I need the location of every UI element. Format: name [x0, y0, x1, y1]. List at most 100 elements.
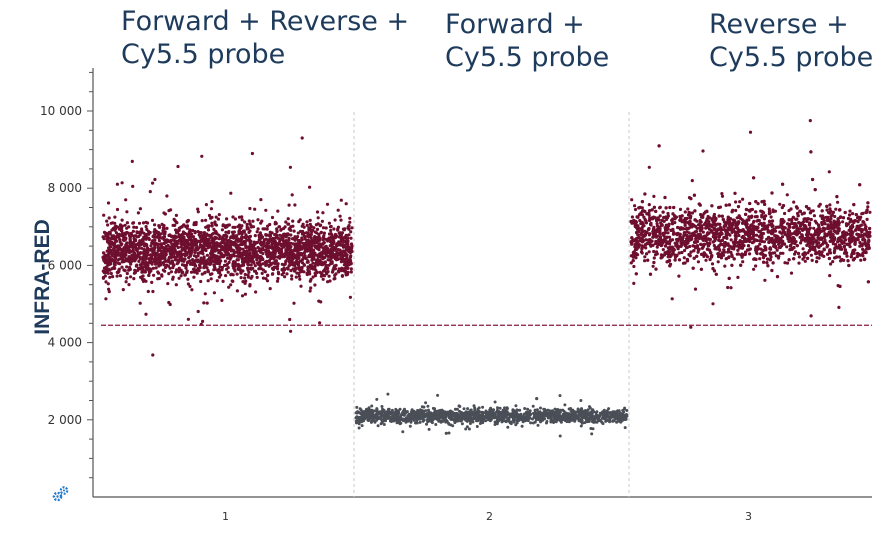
droplet-point — [147, 268, 151, 272]
series-3-droplets — [629, 119, 872, 329]
droplet-point — [276, 276, 280, 281]
droplet-point — [415, 411, 419, 415]
droplet-point — [167, 256, 171, 260]
droplet-point — [280, 237, 284, 242]
droplet-point — [113, 215, 117, 219]
droplet-point — [475, 425, 479, 428]
droplet-point — [357, 422, 361, 426]
droplet-point — [515, 408, 519, 412]
droplet-point — [498, 406, 502, 410]
droplet-point — [115, 245, 120, 249]
droplet-point — [239, 276, 243, 280]
droplet-point — [324, 263, 328, 267]
droplet-point — [308, 289, 312, 293]
droplet-point — [229, 236, 233, 240]
droplet-point — [297, 274, 301, 278]
droplet-point — [557, 416, 561, 420]
droplet-point — [162, 235, 167, 239]
droplet-point — [234, 262, 238, 266]
droplet-point — [125, 210, 129, 214]
droplet-point — [148, 253, 153, 257]
droplet-point — [442, 414, 446, 418]
droplet-point — [316, 216, 320, 220]
droplet-point — [338, 248, 342, 252]
droplet-point — [292, 229, 296, 233]
droplet-point — [300, 265, 304, 270]
droplet-point — [204, 235, 208, 239]
droplet-point — [113, 266, 117, 270]
droplet-point — [311, 275, 315, 279]
droplet-point — [117, 267, 121, 271]
droplet-point — [350, 226, 354, 230]
droplet-point — [266, 273, 270, 277]
droplet-point — [270, 241, 274, 245]
droplet-point — [241, 247, 245, 251]
droplet-point — [348, 216, 352, 220]
droplet-point — [245, 226, 249, 230]
droplet-point — [565, 420, 569, 424]
droplet-point — [426, 417, 430, 421]
droplet-point — [255, 271, 259, 275]
droplet-point — [107, 216, 111, 220]
droplet-point — [241, 229, 245, 233]
droplet-point — [248, 234, 252, 238]
droplet-point — [528, 409, 532, 413]
droplet-point — [191, 243, 195, 247]
droplet-point — [290, 258, 294, 262]
droplet-point — [306, 238, 310, 242]
droplet-point — [318, 321, 322, 325]
droplet-point — [253, 247, 257, 251]
droplet-point — [590, 432, 594, 436]
droplet-point — [253, 234, 257, 238]
droplet-point — [210, 200, 214, 204]
droplet-point — [312, 226, 316, 230]
droplet-point — [522, 417, 526, 421]
droplet-point — [101, 235, 105, 239]
droplet-point — [247, 270, 251, 274]
droplet-point — [356, 410, 360, 414]
droplet-point — [464, 427, 468, 431]
droplet-point — [318, 270, 322, 274]
droplet-point — [188, 284, 192, 288]
droplet-point — [535, 408, 539, 412]
droplet-point — [585, 420, 589, 424]
droplet-point — [162, 263, 166, 267]
droplet-point — [300, 237, 304, 241]
droplet-point — [255, 230, 259, 234]
droplet-point — [284, 252, 288, 256]
droplet-point — [543, 414, 547, 418]
droplet-point — [247, 219, 251, 223]
droplet-point — [194, 241, 198, 245]
droplet-point — [266, 224, 270, 228]
droplet-point — [231, 241, 236, 245]
droplet-point — [273, 233, 277, 237]
droplet-point — [579, 424, 583, 428]
droplet-point — [354, 416, 358, 420]
droplet-point — [460, 418, 464, 422]
droplet-point — [217, 275, 221, 279]
droplet-point — [196, 266, 200, 270]
droplet-point — [114, 231, 118, 235]
droplet-point — [311, 261, 315, 265]
droplet-point — [106, 267, 111, 271]
droplet-point — [170, 255, 174, 259]
droplet-point — [101, 276, 105, 280]
droplet-point — [185, 240, 189, 244]
droplet-point — [225, 217, 229, 221]
droplet-point — [232, 243, 236, 247]
droplet-point — [133, 258, 137, 262]
droplet-point — [236, 262, 240, 267]
droplet-point — [290, 193, 294, 197]
droplet-point — [221, 235, 225, 239]
outlier-point — [535, 397, 539, 401]
droplet-point — [281, 233, 285, 237]
droplet-point — [333, 267, 338, 271]
droplet-point — [177, 238, 181, 242]
droplet-point — [251, 225, 256, 229]
droplet-point — [220, 228, 224, 232]
droplet-point — [506, 425, 510, 429]
droplet-point — [287, 236, 291, 240]
droplet-point — [255, 275, 259, 279]
droplet-point — [224, 267, 229, 271]
droplet-point — [321, 226, 326, 230]
